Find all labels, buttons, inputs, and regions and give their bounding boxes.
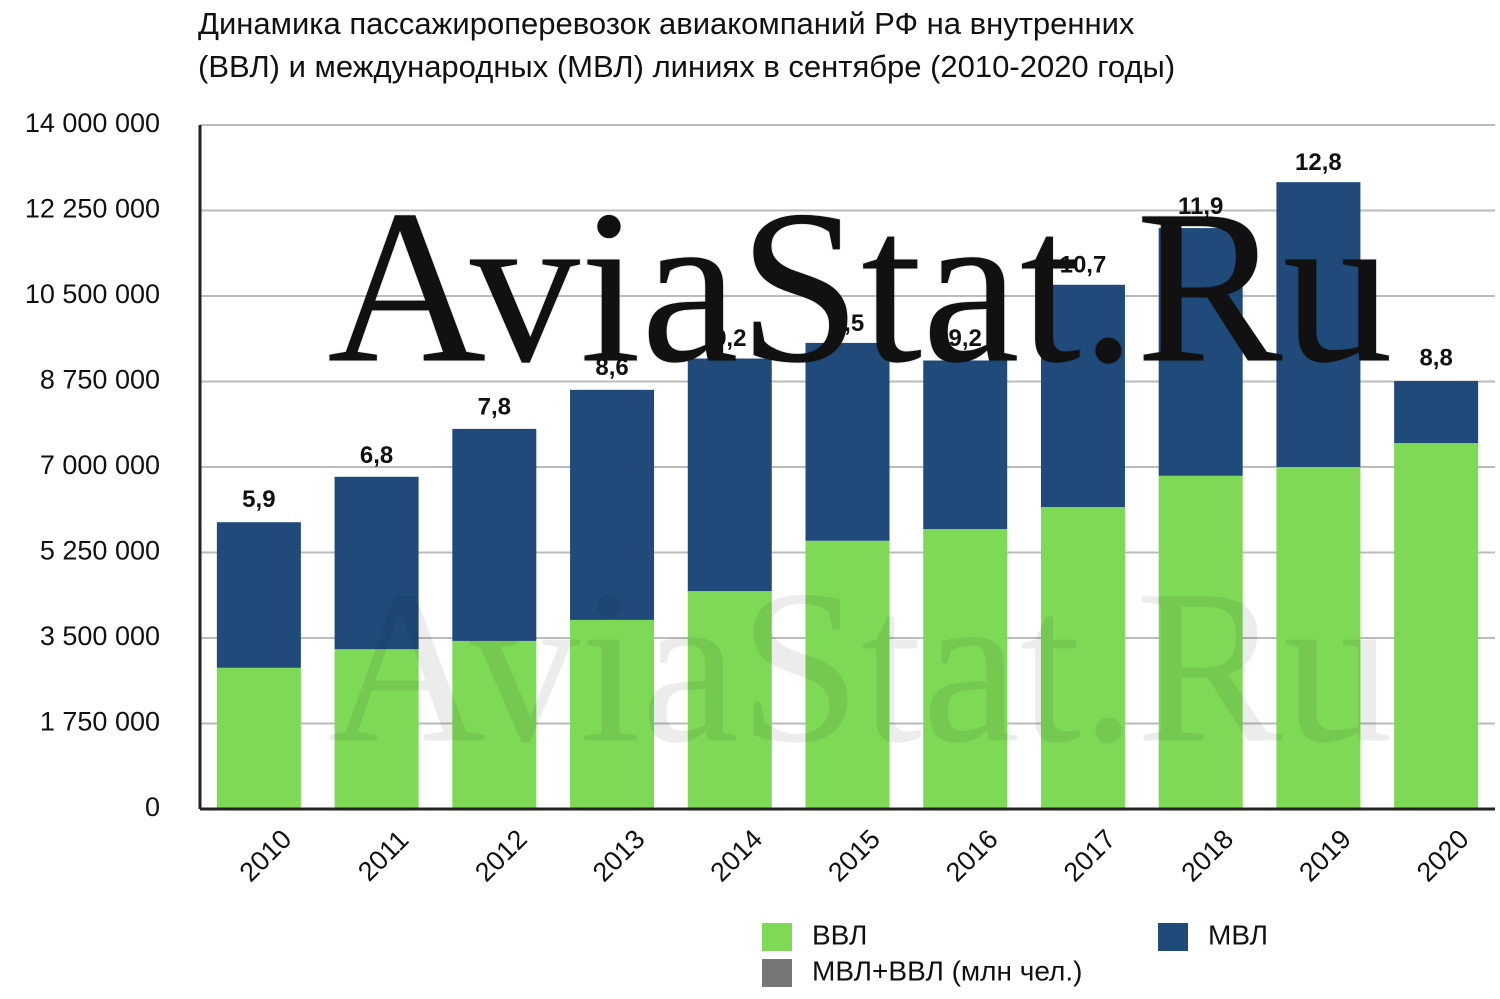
legend-swatch [1158, 923, 1188, 951]
x-tick-label: 2019 [1293, 824, 1357, 888]
value-label: 9,2 [713, 325, 746, 352]
bar-segment [570, 389, 655, 620]
value-label: 8,6 [595, 354, 628, 381]
y-tick-label: 12 250 000 [25, 194, 160, 224]
bar-segment [1040, 284, 1125, 508]
bar-segment [216, 522, 301, 668]
value-label: 5,9 [242, 486, 275, 513]
x-tick-label: 2018 [1176, 824, 1240, 888]
bar-segment [334, 476, 419, 650]
bar-segment [1394, 381, 1479, 444]
legend-swatch [762, 923, 792, 951]
bar-segment [687, 591, 772, 809]
bar-segment [1158, 228, 1243, 476]
bar-segment [805, 342, 890, 541]
y-tick-label: 1 750 000 [40, 707, 160, 737]
y-tick-label: 14 000 000 [25, 108, 160, 138]
y-tick-label: 10 500 000 [25, 279, 160, 309]
legend-swatch [762, 959, 792, 987]
bar-segment [923, 360, 1008, 530]
watermark: AviaStat.Ru [327, 544, 1392, 788]
value-label: 10,7 [1060, 252, 1107, 279]
y-tick-label: 8 750 000 [40, 365, 160, 395]
bar-segment [452, 640, 537, 809]
value-label: 6,8 [360, 442, 393, 469]
bar-segment [1394, 443, 1479, 809]
x-tick-label: 2013 [587, 824, 651, 888]
y-tick-label: 3 500 000 [40, 621, 160, 651]
x-tick-label: 2020 [1411, 824, 1475, 888]
bar-segment [687, 358, 772, 592]
watermark: AviaStat.Ru [327, 164, 1392, 408]
legend-label: ВВЛ [812, 919, 867, 950]
y-tick-label: 7 000 000 [40, 450, 160, 480]
x-tick-label: 2016 [940, 824, 1004, 888]
chart-title: Динамика пассажироперевозок авиакомпаний… [198, 6, 1135, 41]
x-tick-label: 2011 [352, 825, 414, 887]
bar-segment [1276, 182, 1361, 468]
value-label: 11,9 [1178, 193, 1223, 220]
y-tick-label: 0 [145, 792, 160, 822]
x-tick-label: 2014 [705, 824, 769, 888]
value-label: 12,8 [1295, 149, 1342, 176]
value-label: 9,2 [949, 325, 982, 352]
bar-segment [1158, 475, 1243, 809]
bar-segment [452, 428, 537, 641]
chart-title: (ВВЛ) и международных (МВЛ) линиях в сен… [198, 49, 1175, 84]
value-label: 8,8 [1419, 344, 1452, 371]
value-label: 9,5 [831, 310, 864, 337]
bar-segment [570, 619, 655, 809]
bar-segment [334, 649, 419, 809]
bar-segment [1040, 507, 1125, 809]
x-tick-label: 2015 [822, 824, 886, 888]
x-tick-label: 2010 [234, 824, 298, 888]
y-tick-label: 5 250 000 [40, 536, 160, 566]
x-tick-label: 2017 [1058, 824, 1122, 888]
legend-label: МВЛ [1208, 919, 1268, 950]
bar-segment [1276, 467, 1361, 809]
bar-segment [805, 540, 890, 809]
x-tick-label: 2012 [469, 824, 533, 888]
bar-segment [923, 529, 1008, 809]
bar-segment [216, 667, 301, 809]
legend-label: МВЛ+ВВЛ (млн чел.) [812, 955, 1082, 986]
value-label: 7,8 [478, 393, 511, 420]
